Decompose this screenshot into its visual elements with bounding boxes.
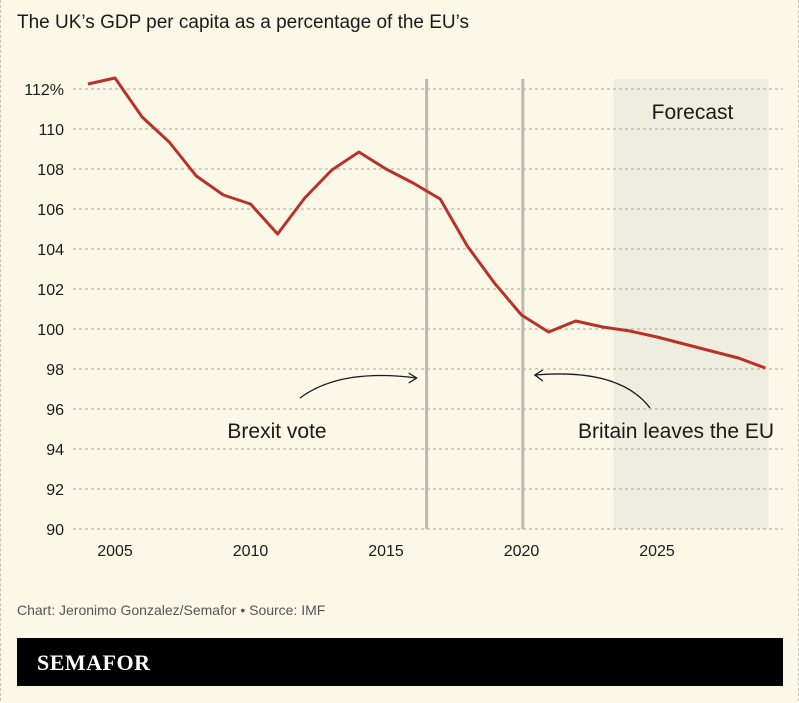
- brexit-arrow: [299, 374, 417, 399]
- y-tick-label: 112%: [24, 82, 64, 99]
- y-tick-label: 102: [37, 282, 64, 299]
- y-tick-label: 98: [46, 362, 64, 379]
- forecast-band: [613, 79, 769, 529]
- y-tick-label: 100: [37, 322, 64, 339]
- x-tick-label: 2005: [97, 543, 133, 560]
- y-tick-label: 92: [46, 482, 64, 499]
- x-tick-label: 2010: [233, 543, 269, 560]
- y-tick-label: 108: [37, 162, 64, 179]
- y-tick-label: 106: [37, 202, 64, 219]
- line-chart: Forecast 90 92 94 96 98 100 102 104 106 108 110 112%…: [24, 76, 783, 560]
- annotation-label: Britain leaves the EU: [578, 420, 774, 443]
- brand-bar: SEMAFOR: [17, 638, 783, 686]
- leave-arrow: [534, 373, 651, 409]
- y-tick-label: 90: [46, 522, 64, 539]
- arrowhead-icon: [408, 372, 418, 384]
- x-tick-label: 2020: [504, 543, 540, 560]
- series-line: [87, 76, 766, 370]
- chart-credit: Chart: Jeronimo Gonzalez/Semafor • Sourc…: [17, 602, 326, 618]
- forecast-label: Forecast: [652, 101, 734, 124]
- y-tick-label: 94: [46, 442, 64, 459]
- semafor-logo: SEMAFOR: [37, 650, 151, 675]
- arrowhead-icon: [533, 369, 544, 382]
- x-tick-label: 2025: [639, 543, 675, 560]
- y-tick-label: 104: [37, 242, 64, 259]
- chart-title: The UK’s GDP per capita as a percentage …: [17, 12, 470, 33]
- annotation-label: Brexit vote: [227, 420, 326, 443]
- x-tick-label: 2015: [368, 543, 404, 560]
- y-tick-label: 96: [46, 402, 64, 419]
- y-tick-label: 110: [38, 122, 64, 139]
